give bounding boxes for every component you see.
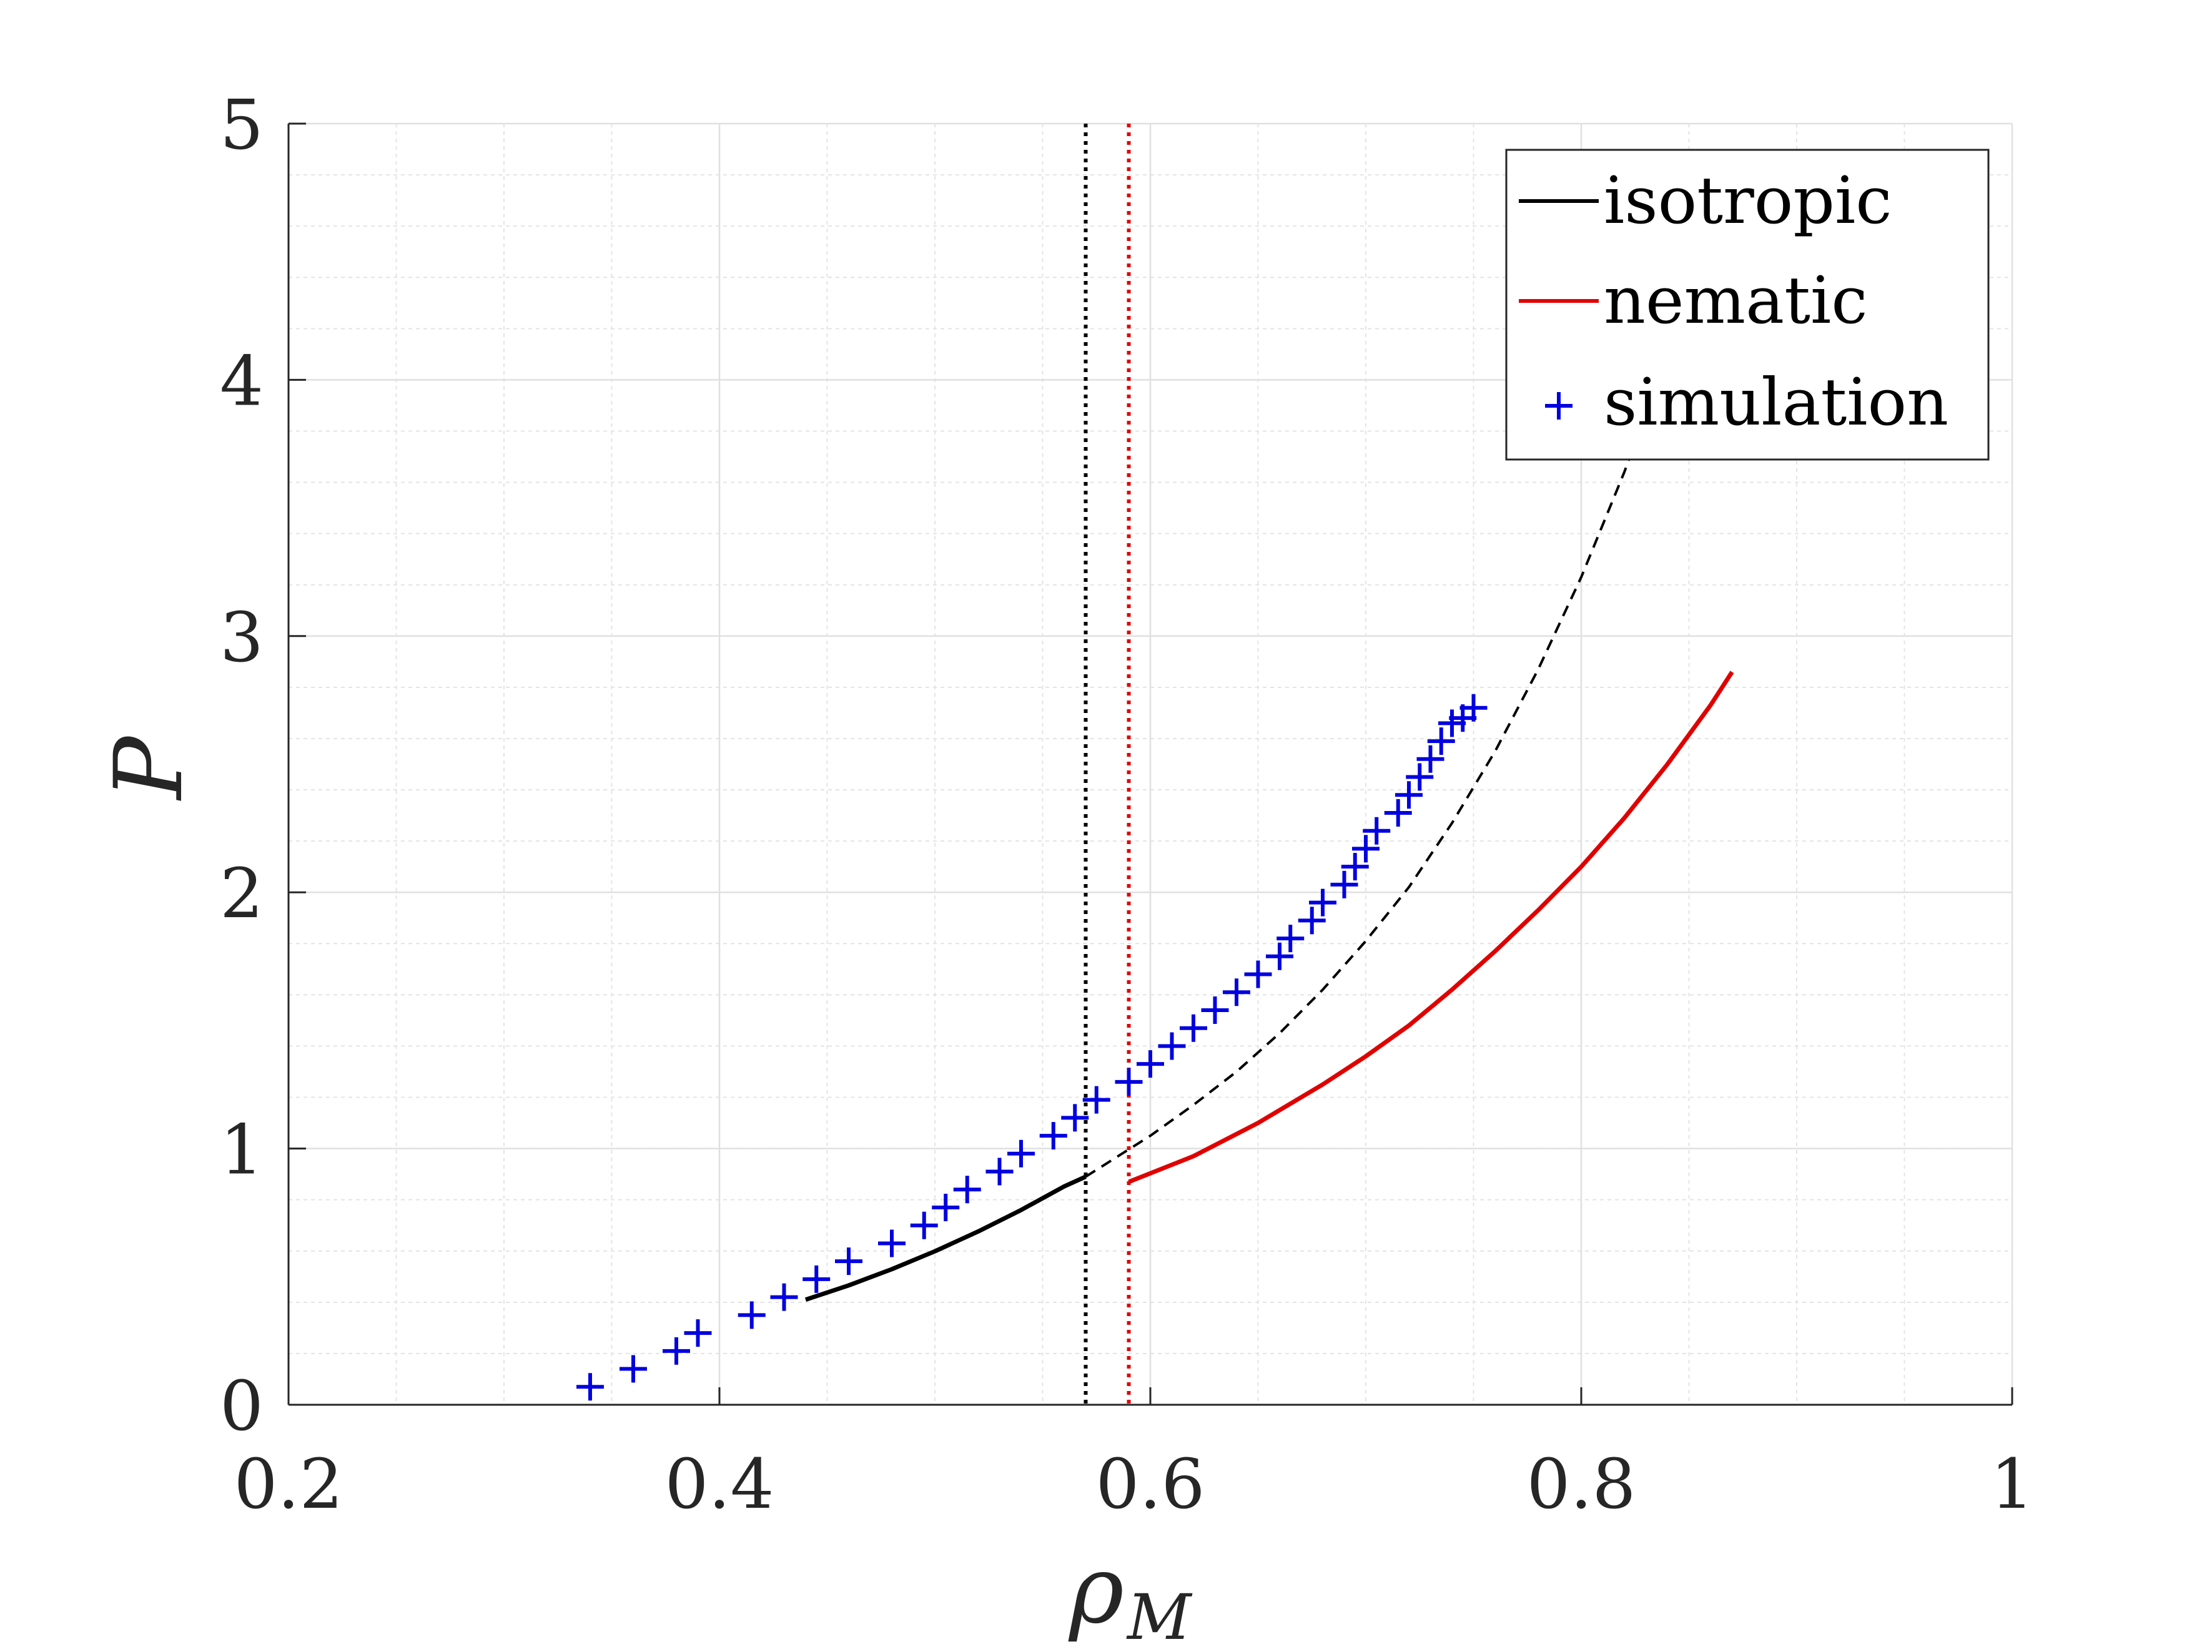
vertical-lines <box>1084 124 1131 1405</box>
simulation-point <box>1180 1014 1207 1042</box>
simulation-point <box>1276 925 1305 953</box>
simulation-point <box>1459 694 1488 722</box>
simulation-point <box>1395 781 1423 809</box>
simulation-point <box>1007 1139 1035 1168</box>
simulation-point <box>985 1158 1014 1186</box>
y-axis-label: P <box>95 734 204 801</box>
simulation-point <box>1384 799 1412 827</box>
y-tick-label: 1 <box>220 1110 264 1190</box>
simulation-point <box>1201 996 1229 1024</box>
simulation-point <box>684 1319 712 1347</box>
simulation-point <box>1115 1068 1143 1096</box>
simulation-point <box>1039 1122 1067 1150</box>
ticks <box>287 122 2013 1406</box>
x-tick-label: 1 <box>1990 1444 2034 1524</box>
simulation-point <box>620 1355 647 1383</box>
simulation-point <box>1363 817 1391 845</box>
simulation-point <box>1244 960 1272 988</box>
y-tick-label: 4 <box>220 341 264 421</box>
legend-label-nematic: nematic <box>1604 262 1867 338</box>
x-axis-label-subscript: M <box>1126 1581 1193 1652</box>
x-tick-label: 0.2 <box>234 1444 343 1524</box>
simulation-markers <box>576 694 1488 1401</box>
x-tick-label: 0.4 <box>665 1444 774 1524</box>
simulation-point <box>663 1337 690 1365</box>
simulation-point <box>1406 763 1434 791</box>
simulation-point <box>1082 1086 1110 1114</box>
simulation-point <box>1309 888 1336 917</box>
simulation-point <box>802 1265 831 1293</box>
simulation-point <box>1427 727 1455 755</box>
simulation-point <box>835 1247 862 1276</box>
simulation-point <box>1298 907 1326 935</box>
y-tick-label: 3 <box>220 597 264 677</box>
simulation-point <box>953 1176 981 1204</box>
legend: isotropic nematic simulation <box>1505 149 1990 461</box>
simulation-point <box>738 1301 766 1329</box>
simulation-point <box>1416 745 1444 773</box>
tick-labels: 0.2 0.4 0.6 0.8 1 0 1 2 3 4 5 <box>220 85 2034 1524</box>
simulation-point <box>1330 870 1358 898</box>
simulation-point <box>770 1283 798 1311</box>
series-line-isotropic-metastable <box>1085 225 1712 1178</box>
legend-swatch-simulation <box>1545 392 1573 420</box>
x-tick-label: 0.6 <box>1096 1444 1205 1524</box>
simulation-point <box>932 1193 960 1221</box>
simulation-point <box>1223 978 1250 1006</box>
legend-label-simulation: simulation <box>1604 364 1948 440</box>
series-line-isotropic <box>804 1174 1087 1302</box>
simulation-point <box>910 1211 938 1239</box>
simulation-point <box>1158 1032 1186 1060</box>
x-axis-label: ρ <box>1068 1536 1124 1645</box>
simulation-point <box>1266 942 1293 970</box>
simulation-point <box>576 1373 604 1401</box>
simulation-point <box>1352 835 1380 863</box>
y-tick-label: 5 <box>220 85 264 165</box>
simulation-point <box>1061 1104 1089 1132</box>
legend-label-isotropic: isotropic <box>1604 162 1892 238</box>
y-tick-label: 2 <box>220 853 264 933</box>
x-tick-label: 0.8 <box>1527 1444 1636 1524</box>
simulation-point <box>1341 853 1369 881</box>
simulation-point <box>878 1229 906 1257</box>
series-line-nematic <box>1128 671 1734 1184</box>
simulation-point <box>1137 1050 1164 1078</box>
y-tick-label: 0 <box>220 1366 264 1446</box>
plot-lines <box>804 225 1734 1302</box>
